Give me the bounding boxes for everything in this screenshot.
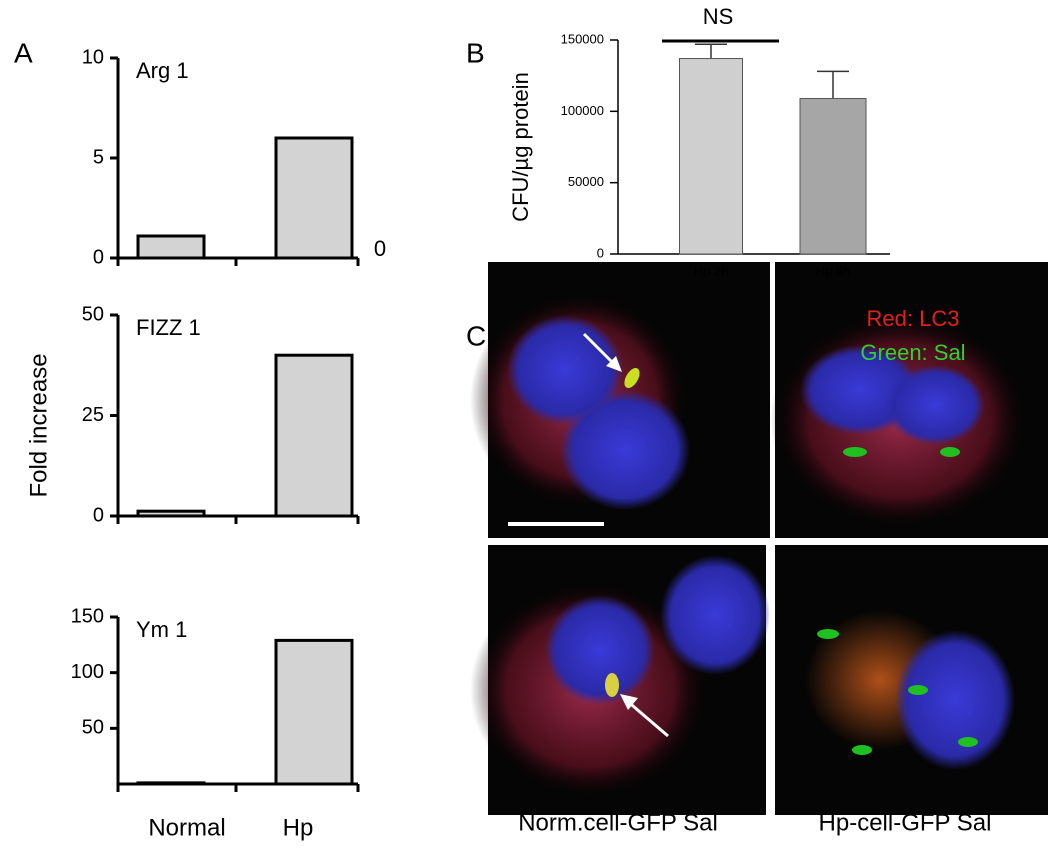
y-tick-label: 50 [82, 303, 104, 325]
panel-label: A [14, 37, 33, 68]
bacterium [852, 745, 872, 755]
caption: Hp-cell-GFP Sal [819, 809, 992, 836]
y-tick-label: 100000 [561, 103, 604, 118]
caption: Norm.cell-GFP Sal [518, 809, 718, 836]
panel-label: B [466, 37, 485, 68]
nucleus [660, 555, 770, 675]
chart-title: Arg 1 [136, 58, 189, 83]
y-tick-label: 25 [82, 404, 104, 426]
bacterium [908, 685, 928, 695]
y-tick-label: 5 [93, 146, 104, 168]
bacterium [958, 737, 978, 747]
y-tick-label: 50 [82, 717, 104, 739]
bar [274, 638, 354, 786]
nucleus [560, 390, 690, 510]
bacterium [624, 368, 640, 388]
bar [136, 781, 206, 786]
arrowhead [620, 694, 638, 710]
y-axis-label: CFU/µg protein [508, 72, 533, 222]
bacterium [843, 447, 867, 457]
bar [274, 136, 354, 260]
bar [136, 509, 206, 518]
nucleus [545, 595, 655, 705]
bar [274, 353, 354, 518]
micrographs: Red: LC3 Green: Sal Norm.cell-GFP Sal Hp… [470, 262, 1048, 836]
y-tick-label: 0 [597, 245, 604, 260]
y-tick-label: 0 [93, 504, 104, 526]
bacterium [817, 629, 839, 639]
arrow [625, 698, 669, 738]
chart-title: Ym 1 [136, 617, 187, 642]
y-tick-label: 150 [71, 605, 104, 627]
y-tick-label: 10 [82, 46, 104, 68]
x-tick-label: Hp 6h [816, 263, 851, 278]
chart-title: FIZZ 1 [136, 315, 201, 340]
bar [799, 97, 867, 255]
y-tick-label: 0 [93, 246, 104, 268]
nucleus [885, 365, 985, 445]
panel-label: C [466, 320, 486, 351]
bacterium [605, 673, 619, 697]
y-tick-label: 150000 [561, 31, 604, 46]
y-tick-label: 100 [71, 661, 104, 683]
y-axis-label: Fold increase [25, 353, 52, 497]
bar [679, 58, 743, 255]
arrowhead [606, 356, 622, 372]
legend-label: Red: LC3 [867, 306, 960, 331]
annotation: 0 [374, 236, 386, 261]
bar [136, 234, 206, 260]
x-tick-label: Normal [148, 814, 225, 841]
x-tick-label: Hp [283, 814, 314, 841]
annotation: NS [703, 4, 734, 29]
y-tick-label: 50000 [568, 174, 604, 189]
nucleus [895, 630, 1015, 770]
legend-label: Green: Sal [860, 340, 965, 365]
x-tick-label: Hp 2h [694, 263, 729, 278]
bacterium [940, 447, 960, 457]
